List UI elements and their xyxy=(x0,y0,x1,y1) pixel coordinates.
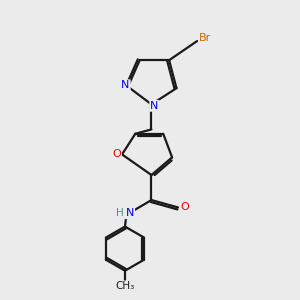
Text: H: H xyxy=(116,208,124,218)
Text: N: N xyxy=(126,208,134,218)
Text: N: N xyxy=(150,101,159,111)
Text: Br: Br xyxy=(199,33,212,43)
Text: O: O xyxy=(180,202,189,212)
Text: CH₃: CH₃ xyxy=(115,281,135,291)
Text: N: N xyxy=(122,80,130,90)
Text: O: O xyxy=(112,149,121,159)
